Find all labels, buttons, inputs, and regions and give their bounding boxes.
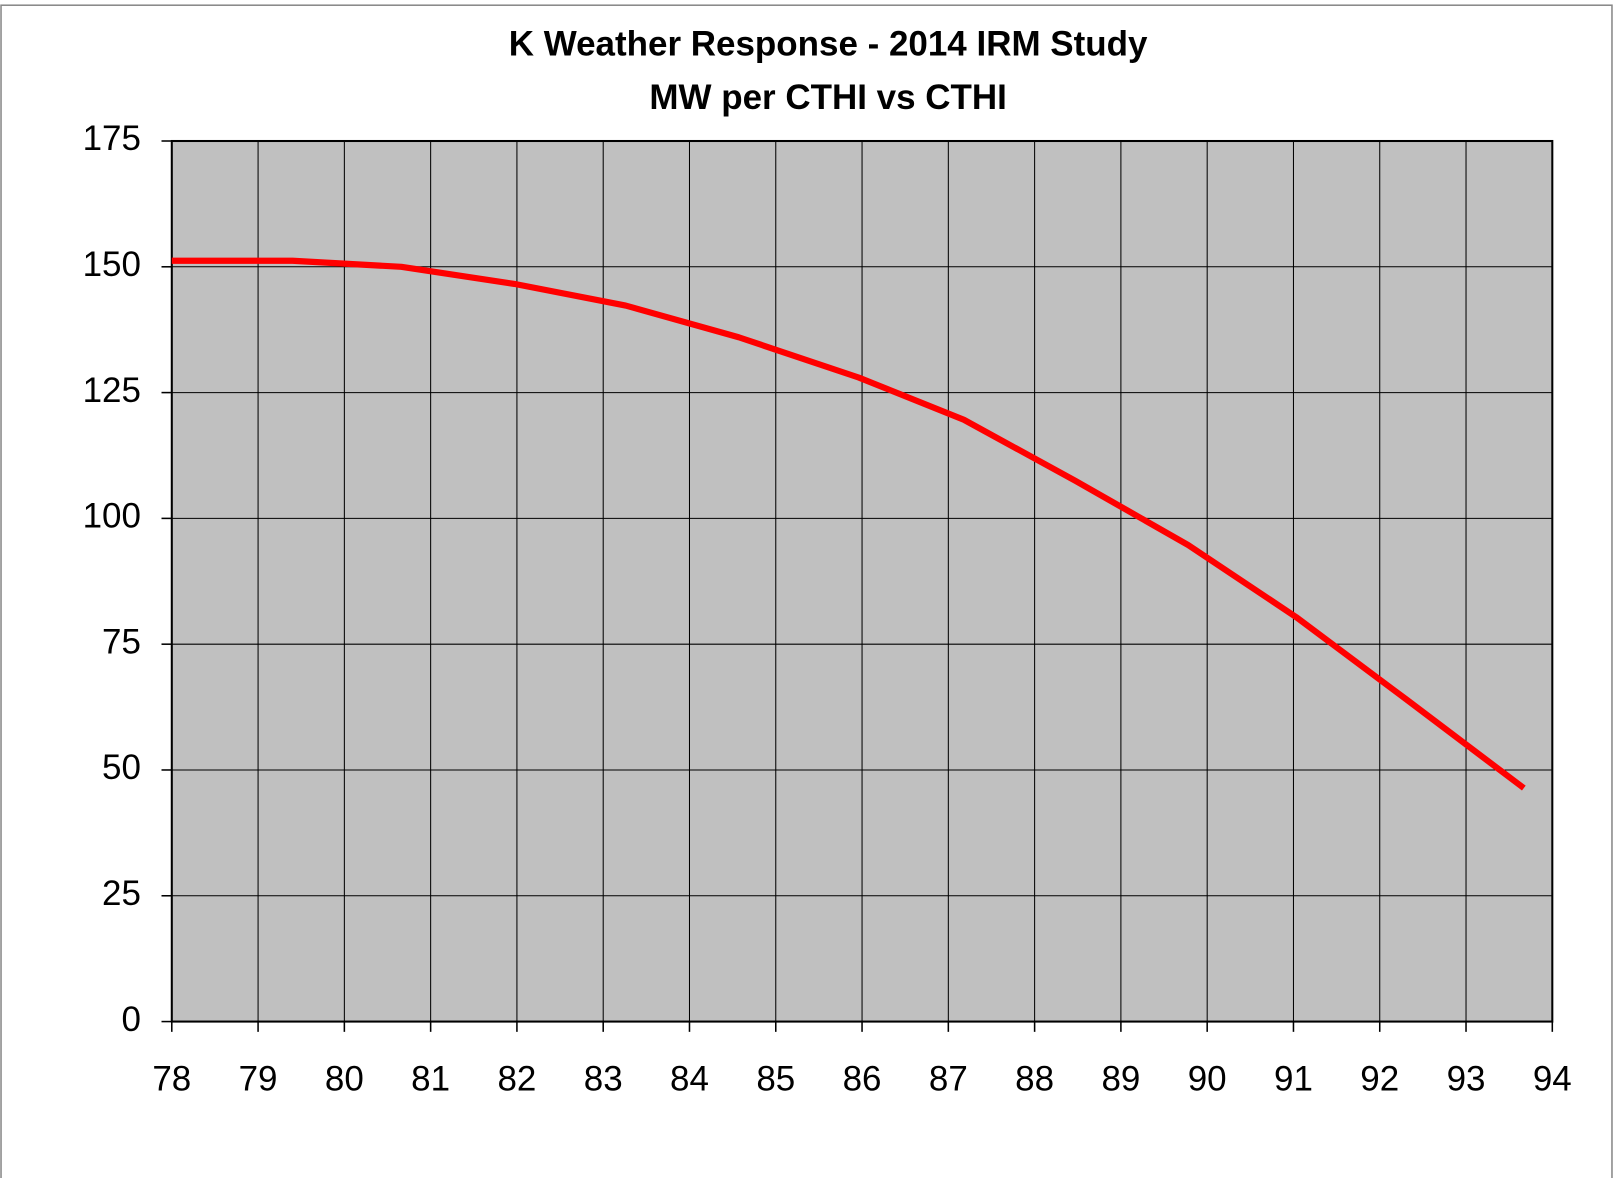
y-tick-label: 75 <box>102 622 141 661</box>
y-tick-label: 50 <box>102 748 141 787</box>
x-tick-label: 83 <box>584 1059 623 1098</box>
plot-border <box>170 139 1554 1023</box>
x-tick-label: 81 <box>411 1059 450 1098</box>
x-tick-label: 80 <box>325 1059 364 1098</box>
data-line <box>171 257 1526 791</box>
chart-title: K Weather Response - 2014 IRM Study <box>509 25 1148 64</box>
y-tick-label: 125 <box>83 371 141 410</box>
x-tick-label: 85 <box>756 1059 795 1098</box>
chart-subtitle: MW per CTHI vs CTHI <box>649 78 1006 117</box>
x-tick-label: 88 <box>1015 1059 1054 1098</box>
x-tick-label: 90 <box>1188 1059 1227 1098</box>
x-tick-label: 91 <box>1274 1059 1313 1098</box>
x-tick-label: 78 <box>152 1059 191 1098</box>
x-tick-label: 94 <box>1533 1059 1572 1098</box>
x-tick-label: 89 <box>1101 1059 1140 1098</box>
y-tick-label: 150 <box>83 245 141 284</box>
x-tick-label: 93 <box>1447 1059 1486 1098</box>
x-tick-label: 79 <box>239 1059 278 1098</box>
y-tick-label: 100 <box>83 497 141 536</box>
y-tick-label: 175 <box>83 119 141 158</box>
x-tick-label: 82 <box>497 1059 536 1098</box>
y-tick-label: 0 <box>121 1000 140 1039</box>
y-tick-label: 25 <box>102 874 141 913</box>
x-tick-label: 92 <box>1360 1059 1399 1098</box>
x-tick-label: 84 <box>670 1059 709 1098</box>
x-tick-label: 87 <box>929 1059 968 1098</box>
x-tick-label: 86 <box>843 1059 882 1098</box>
